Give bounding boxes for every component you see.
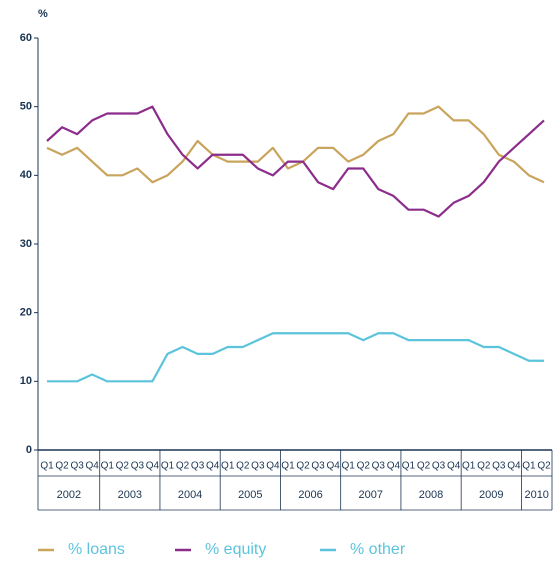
x-tick-label: Q1 (101, 461, 115, 472)
x-tick-label: Q4 (266, 461, 280, 472)
year-label: 2003 (118, 489, 142, 501)
y-tick-label: 20 (20, 307, 32, 319)
x-tick-label: Q4 (206, 461, 220, 472)
series-line (46, 105, 545, 184)
x-tick-label: Q1 (402, 461, 416, 472)
x-tick-label: Q2 (176, 461, 190, 472)
x-tick-label: Q1 (342, 461, 356, 472)
series-line (46, 105, 545, 218)
x-tick-label: Q3 (372, 461, 386, 472)
x-tick-label: Q1 (281, 461, 295, 472)
x-tick-label: Q4 (326, 461, 340, 472)
y-tick-label: 10 (20, 375, 32, 387)
x-tick-label: Q4 (146, 461, 160, 472)
y-tick-label: 40 (20, 169, 32, 181)
x-tick-label: Q2 (116, 461, 130, 472)
x-tick-label: Q2 (357, 461, 371, 472)
x-tick-label: Q3 (70, 461, 84, 472)
x-tick-label: Q3 (131, 461, 145, 472)
y-unit: % (38, 8, 48, 20)
legend-label: % equity (205, 541, 266, 558)
legend-label: % loans (68, 541, 125, 558)
y-tick-label: 50 (20, 101, 32, 113)
x-tick-label: Q3 (492, 461, 506, 472)
year-label: 2005 (238, 489, 262, 501)
year-label: 2004 (178, 489, 202, 501)
year-label: 2010 (524, 489, 548, 501)
x-tick-label: Q2 (537, 461, 551, 472)
x-tick-label: Q4 (507, 461, 521, 472)
x-tick-label: Q4 (86, 461, 100, 472)
series-line (47, 332, 544, 383)
y-tick-label: 0 (26, 444, 32, 456)
year-label: 2007 (359, 489, 383, 501)
x-tick-label: Q2 (236, 461, 250, 472)
y-tick-label: 60 (20, 32, 32, 44)
x-tick-label: Q1 (462, 461, 476, 472)
x-tick-label: Q2 (296, 461, 310, 472)
x-tick-label: Q3 (251, 461, 265, 472)
x-tick-label: Q2 (55, 461, 69, 472)
x-tick-label: Q3 (432, 461, 446, 472)
x-tick-label: Q4 (447, 461, 461, 472)
x-tick-label: Q1 (40, 461, 54, 472)
x-tick-label: Q2 (477, 461, 491, 472)
x-tick-label: Q1 (161, 461, 175, 472)
x-tick-label: Q1 (522, 461, 536, 472)
legend-label: % other (350, 541, 406, 558)
year-label: 2002 (57, 489, 81, 501)
x-tick-label: Q2 (417, 461, 431, 472)
x-tick-label: Q4 (387, 461, 401, 472)
year-label: 2009 (479, 489, 503, 501)
x-tick-label: Q3 (311, 461, 325, 472)
y-tick-label: 30 (20, 238, 32, 250)
year-label: 2006 (298, 489, 322, 501)
year-label: 2008 (419, 489, 443, 501)
x-tick-label: Q1 (221, 461, 235, 472)
x-tick-label: Q3 (191, 461, 205, 472)
